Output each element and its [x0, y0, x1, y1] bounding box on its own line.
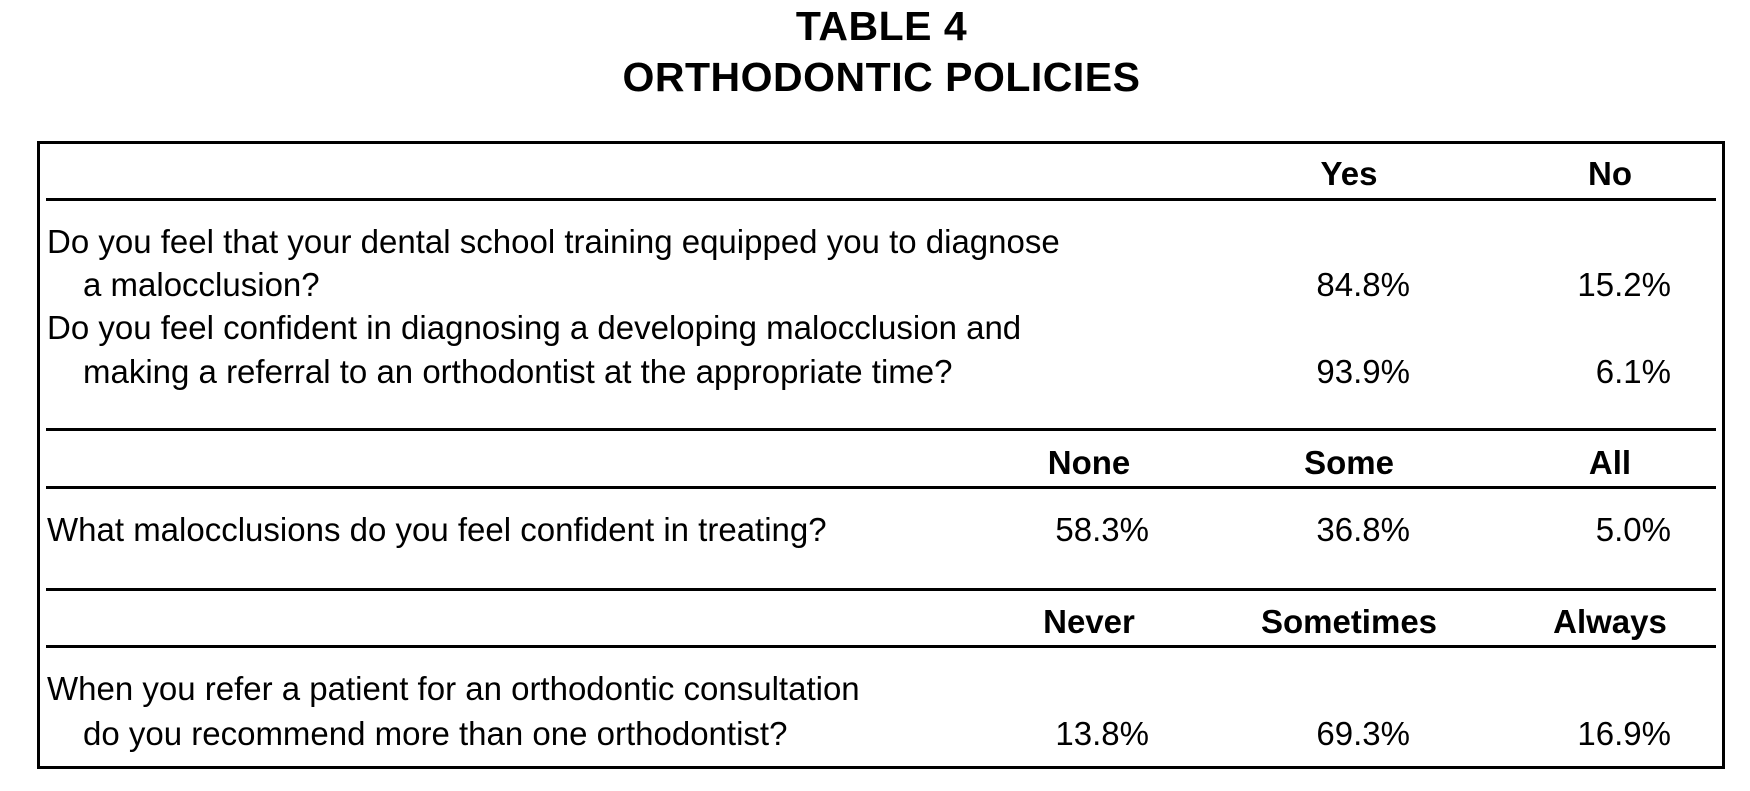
question-text-continued: do you recommend more than one orthodont… [83, 715, 788, 752]
column-header-yes: Yes [1320, 155, 1378, 192]
question-text: When you refer a patient for an orthodon… [47, 670, 860, 707]
value-no: 6.1% [1595, 353, 1671, 390]
header-rule [46, 486, 1716, 489]
question-text: Do you feel that your dental school trai… [47, 223, 1060, 260]
column-header-no: No [1588, 155, 1632, 192]
question-text-continued: a malocclusion? [83, 266, 320, 303]
question-text-continued: making a referral to an orthodontist at … [83, 353, 953, 390]
table-title-number: TABLE 4 [795, 3, 968, 49]
question-text: What malocclusions do you feel confident… [47, 511, 827, 548]
column-header-never: Never [1043, 603, 1135, 640]
header-rule [46, 198, 1716, 201]
question-text: Do you feel confident in diagnosing a de… [47, 309, 1022, 346]
value-always: 16.9% [1577, 715, 1671, 752]
table-title: ORTHODONTIC POLICIES [622, 54, 1141, 100]
column-header-always: Always [1553, 603, 1667, 640]
value-yes: 93.9% [1316, 353, 1410, 390]
value-all: 5.0% [1595, 511, 1671, 548]
column-header-some: Some [1304, 444, 1394, 481]
value-none: 58.3% [1055, 511, 1149, 548]
column-header-none: None [1047, 444, 1131, 481]
section-rule [46, 428, 1716, 431]
value-yes: 84.8% [1316, 266, 1410, 303]
column-header-all: All [1588, 444, 1632, 481]
table-frame [37, 141, 1725, 769]
header-rule [46, 645, 1716, 648]
value-no: 15.2% [1577, 266, 1671, 303]
value-never: 13.8% [1055, 715, 1149, 752]
value-some: 36.8% [1316, 511, 1410, 548]
column-header-sometimes: Sometimes [1260, 603, 1438, 640]
value-sometimes: 69.3% [1316, 715, 1410, 752]
section-rule [46, 588, 1716, 591]
